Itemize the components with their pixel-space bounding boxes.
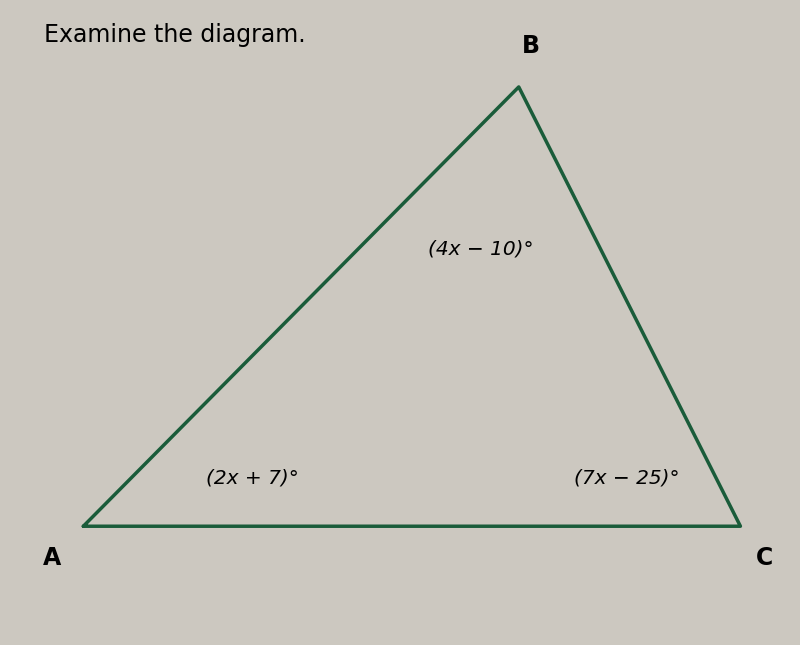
Text: C: C	[755, 546, 773, 570]
Text: B: B	[522, 34, 540, 57]
Text: A: A	[42, 546, 61, 570]
Text: (4x − 10)°: (4x − 10)°	[428, 240, 534, 259]
Text: Examine the diagram.: Examine the diagram.	[44, 23, 306, 47]
Text: (2x + 7)°: (2x + 7)°	[206, 469, 299, 488]
Text: (7x − 25)°: (7x − 25)°	[574, 469, 680, 488]
